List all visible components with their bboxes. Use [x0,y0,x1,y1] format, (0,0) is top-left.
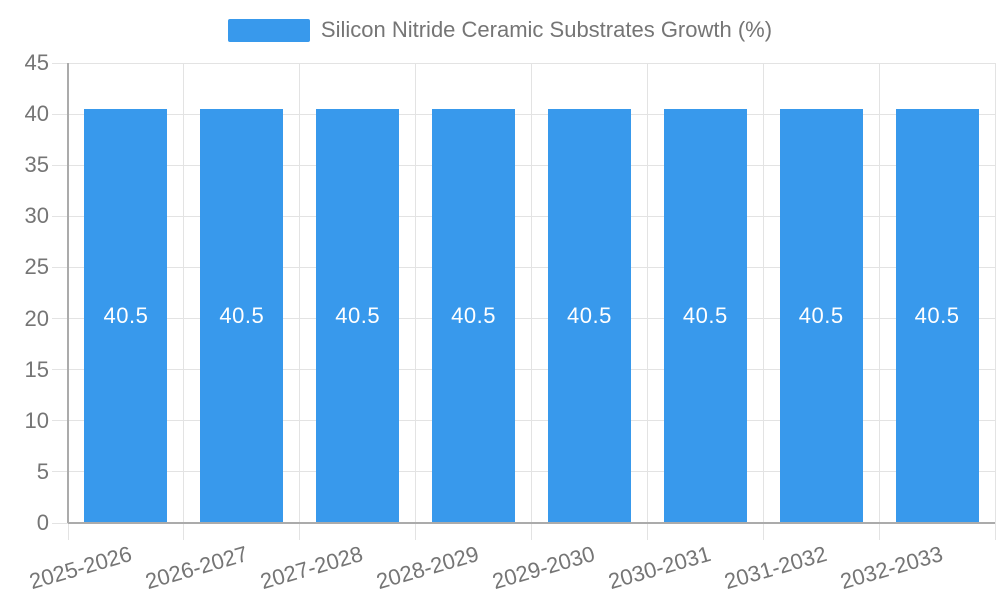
y-tick-mark [52,164,68,166]
bar-value-label: 40.5 [103,303,149,328]
v-gridline [646,63,648,523]
legend-swatch [227,18,310,42]
v-gridline [531,63,532,523]
bar-value-label: 40.5 [451,303,496,328]
bar: 40.5 [547,109,631,523]
v-gridline [415,63,417,523]
bar: 40.5 [200,109,284,523]
y-tick-mark [52,318,68,320]
x-tick-mark [878,523,880,540]
v-gridline [762,63,764,523]
v-gridline [994,63,996,523]
bar-value-label: 40.5 [682,303,728,328]
x-tick-mark [67,523,69,540]
x-tick-label: 2027-2028 [257,541,367,595]
x-tick-mark [994,523,996,540]
y-tick-label: 40 [24,101,49,127]
x-tick-label: 2031-2032 [721,541,830,595]
y-axis-line [67,63,69,523]
x-tick-mark [646,523,648,540]
y-tick-label: 20 [24,305,49,331]
y-tick-mark [52,266,68,268]
v-gridline [299,63,301,523]
y-tick-label: 10 [24,407,49,433]
v-gridline [183,63,185,523]
y-tick-mark [52,471,68,473]
y-tick-label: 25 [24,254,49,280]
y-tick-mark [52,420,68,422]
v-gridline [878,63,880,523]
y-tick-mark [52,113,68,115]
bar: 40.5 [779,109,863,523]
bar: 40.5 [84,109,168,523]
y-tick-label: 15 [24,356,49,382]
y-tick-mark [52,369,68,371]
bar: 40.5 [316,109,400,523]
bar: 40.5 [432,109,516,523]
y-tick-label: 30 [24,203,49,229]
y-tick-mark [52,215,68,217]
y-tick-label: 0 [36,510,49,535]
bar-value-label: 40.5 [219,303,265,328]
bar: 40.5 [895,109,979,523]
x-tick-label: 2025-2026 [26,541,135,595]
x-tick-mark [762,523,764,540]
x-tick-label: 2029-2030 [489,541,598,595]
y-tick-mark [52,522,68,524]
y-tick-mark [52,62,68,64]
x-tick-mark [299,523,301,540]
x-tick-mark [531,523,532,540]
bar-value-label: 40.5 [335,303,381,328]
y-tick-label: 45 [24,50,49,75]
bar-value-label: 40.5 [914,303,960,328]
x-tick-label: 2032-2033 [837,541,946,595]
x-tick-label: 2026-2027 [142,541,251,595]
x-axis-line [68,522,995,524]
x-tick-label: 2028-2029 [373,541,482,595]
legend-label: Silicon Nitride Ceramic Substrates Growt… [320,17,773,42]
y-tick-label: 35 [24,152,49,178]
bar-value-label: 40.5 [798,303,844,328]
bar: 40.5 [663,109,747,523]
x-tick-label: 2030-2031 [605,541,714,595]
x-tick-mark [183,523,185,540]
bar-value-label: 40.5 [567,303,612,328]
y-tick-label: 5 [36,458,49,484]
legend[interactable]: Silicon Nitride Ceramic Substrates Growt… [0,17,1000,43]
x-tick-mark [415,523,417,540]
